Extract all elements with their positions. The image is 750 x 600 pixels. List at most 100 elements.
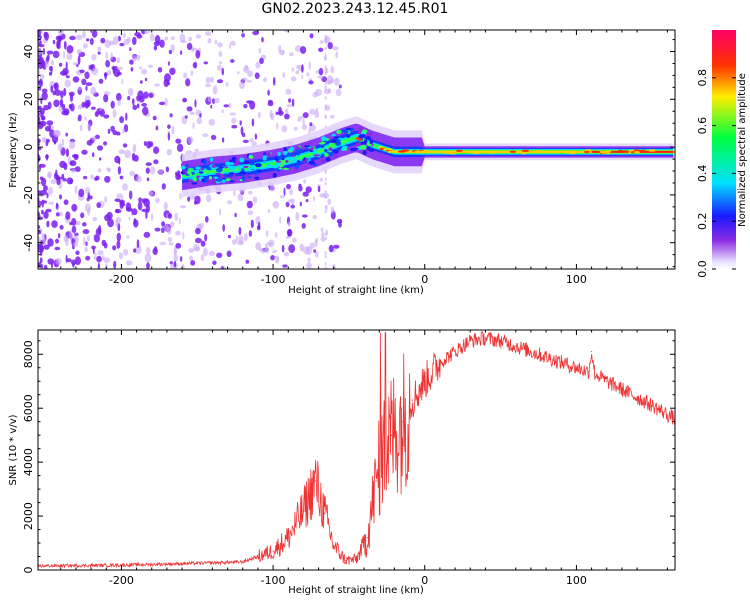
noise-speck	[124, 149, 132, 159]
band-hot-blob	[379, 147, 384, 151]
noise-speck	[161, 183, 166, 190]
noise-speck	[92, 216, 98, 222]
noise-speck	[313, 195, 315, 202]
band-blob	[333, 153, 338, 158]
noise-speck	[301, 74, 304, 79]
noise-speck	[77, 114, 82, 122]
noise-speck	[41, 88, 48, 94]
noise-speck	[103, 114, 110, 119]
snr-point	[375, 480, 377, 482]
noise-speck	[324, 236, 327, 240]
snr-point	[606, 380, 608, 382]
noise-speck	[66, 177, 74, 185]
noise-speck	[324, 255, 327, 259]
noise-speck	[134, 245, 142, 255]
noise-speck	[205, 216, 209, 223]
noise-speck	[319, 40, 325, 44]
noise-speck	[41, 177, 47, 187]
noise-speck	[118, 252, 123, 260]
noise-speck	[45, 154, 49, 161]
noise-speck	[91, 67, 99, 76]
noise-speck	[116, 232, 122, 242]
band-blob	[341, 129, 348, 133]
band-blob	[248, 167, 252, 172]
noise-speck	[237, 240, 245, 246]
noise-speck	[283, 252, 290, 257]
noise-speck	[173, 260, 177, 268]
noise-speck	[309, 108, 316, 115]
band-hot-blob	[624, 150, 629, 154]
noise-speck	[72, 62, 78, 66]
noise-speck	[77, 55, 81, 65]
noise-speck	[251, 118, 255, 127]
noise-speck	[50, 179, 57, 185]
noise-speck	[324, 57, 327, 61]
noise-speck	[58, 106, 63, 112]
noise-speck	[131, 208, 138, 216]
noise-speck	[107, 218, 114, 228]
noise-speck	[237, 193, 244, 202]
noise-speck	[166, 81, 171, 86]
noise-speck	[104, 263, 108, 269]
noise-speck	[258, 47, 262, 54]
noise-speck	[330, 114, 335, 119]
noise-speck	[122, 32, 127, 38]
noise-speck	[38, 230, 42, 235]
noise-speck	[48, 124, 51, 132]
noise-speck	[91, 54, 97, 61]
band-blob	[331, 133, 336, 137]
noise-speck	[312, 214, 317, 220]
noise-speck	[114, 198, 121, 202]
noise-speck	[129, 47, 132, 52]
snr-point	[401, 421, 403, 423]
band-blob	[303, 145, 311, 148]
snr-frame	[37, 329, 676, 571]
band-blob	[278, 167, 283, 170]
colorbar: 0.0 0.2 0.4 0.6 0.8 Normalized spectral ampl…	[696, 30, 748, 278]
noise-speck	[189, 255, 193, 261]
y-tick-label: 0	[22, 144, 35, 151]
noise-speck	[317, 75, 324, 79]
noise-speck	[38, 95, 42, 102]
noise-speck	[68, 104, 72, 109]
noise-speck	[212, 98, 215, 104]
noise-speck	[274, 232, 278, 238]
noise-speck	[276, 122, 279, 130]
noise-speck	[38, 225, 41, 229]
x-tick-label: 100	[566, 574, 587, 587]
noise-speck	[324, 266, 327, 269]
noise-speck	[43, 211, 49, 219]
noise-speck	[279, 49, 285, 56]
snr-point	[484, 337, 486, 339]
snr-point	[651, 404, 653, 407]
noise-speck	[257, 111, 261, 118]
noise-speck	[74, 185, 78, 194]
band-blob	[330, 139, 338, 144]
band-blob	[329, 142, 334, 146]
noise-speck	[96, 202, 101, 209]
noise-speck	[147, 64, 154, 68]
noise-speck	[96, 255, 102, 263]
noise-speck	[227, 200, 233, 205]
noise-speck	[103, 141, 107, 146]
noise-speck	[324, 114, 327, 118]
noise-speck	[323, 192, 330, 199]
colorbar-tick-label: 0.6	[696, 117, 709, 135]
noise-speck	[272, 200, 280, 209]
noise-speck	[216, 252, 223, 258]
noise-speck	[246, 200, 253, 209]
noise-speck	[121, 78, 124, 85]
noise-speck	[41, 200, 48, 204]
band-blob	[255, 163, 262, 168]
noise-speck	[38, 147, 42, 151]
noise-speck	[275, 111, 279, 116]
noise-speck	[77, 220, 81, 226]
y-tick-label: 20	[22, 92, 35, 106]
band-blob	[203, 159, 207, 165]
noise-speck	[276, 256, 280, 261]
snr-point	[196, 562, 198, 564]
noise-speck	[97, 46, 102, 53]
x-tick-label: 0	[421, 574, 428, 587]
noise-speck	[321, 232, 325, 239]
band-blob	[369, 131, 373, 135]
